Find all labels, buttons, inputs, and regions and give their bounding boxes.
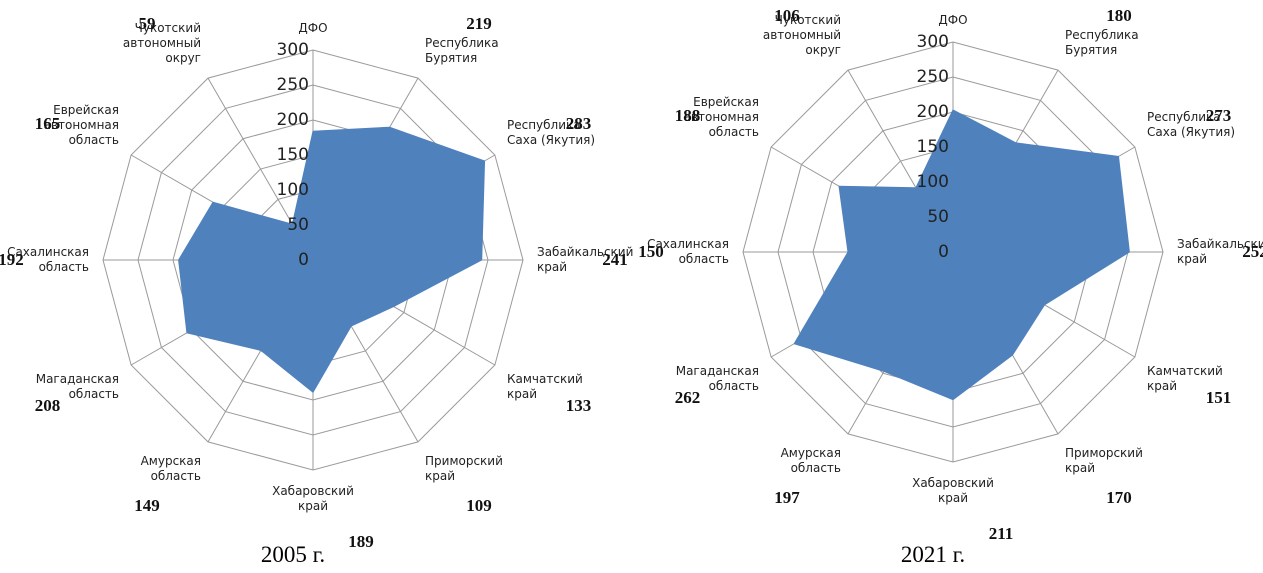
tick-label: 100 [917, 172, 949, 192]
tick-label: 300 [917, 32, 949, 52]
value-label: 149 [134, 495, 160, 515]
category-label: Камчатский край [1146, 364, 1223, 393]
value-label: 180 [1106, 6, 1132, 26]
value-label: 211 [988, 524, 1014, 543]
value-label: 262 [674, 388, 701, 407]
category-label: Сахалинская область [647, 237, 729, 266]
category-label: Республика Бурятия [1065, 28, 1139, 57]
chart-title: 2005 г. [260, 542, 326, 567]
tick-label: 200 [277, 110, 309, 130]
value-label: 273 [1205, 106, 1232, 125]
value-label: 219 [466, 14, 492, 34]
category-label: Приморский край [1065, 445, 1143, 475]
category-label: Республика Бурятия [425, 36, 499, 65]
category-label: Еврейская автономная область [43, 103, 119, 147]
tick-label: 0 [938, 242, 949, 262]
value-label: 59 [138, 14, 156, 34]
category-label: Забайкальский край [1177, 237, 1263, 266]
tick-label: 200 [917, 102, 949, 122]
tick-label: 50 [927, 207, 949, 227]
category-label: Сахалинская область [7, 245, 89, 274]
category-label: Республика Саха (Якутия) [1146, 110, 1236, 139]
value-label: 189 [348, 532, 374, 551]
value-label: 170 [1106, 487, 1132, 507]
category-label: Магаданская область [675, 364, 759, 393]
tick-label: 150 [277, 145, 309, 165]
value-label: 241 [602, 250, 628, 269]
category-label: Еврейская автономная область [683, 95, 759, 139]
value-label: 133 [565, 396, 592, 415]
category-label: Республика Саха (Якутия) [506, 118, 596, 147]
value-label: 109 [466, 495, 492, 515]
category-label: Чукотский автономный округ [122, 21, 201, 65]
radar-area [793, 109, 1130, 401]
radar-area [178, 126, 486, 394]
value-label: 106 [774, 6, 800, 26]
value-label: 283 [565, 114, 592, 133]
tick-label: 250 [917, 67, 949, 87]
tick-label: 100 [277, 180, 309, 200]
tick-label: 0 [298, 250, 309, 270]
tick-label: 50 [287, 215, 309, 235]
category-label: Приморский край [425, 453, 503, 483]
category-label: Магаданская область [35, 372, 119, 401]
value-label: 208 [34, 396, 61, 415]
tick-label: 300 [277, 40, 309, 60]
category-label: Хабаровский край [912, 476, 994, 505]
value-label: 150 [638, 242, 664, 261]
value-label: 252 [1242, 242, 1263, 261]
tick-label: 150 [917, 137, 949, 157]
category-label: ДФО [938, 13, 968, 27]
value-label: 197 [774, 487, 800, 507]
category-label: ДФО [298, 21, 328, 35]
value-label: 188 [674, 106, 701, 125]
category-label: Амурская область [780, 445, 841, 475]
value-label: 151 [1205, 388, 1232, 407]
category-label: Чукотский автономный округ [762, 13, 841, 57]
category-label: Забайкальский край [537, 245, 634, 274]
value-label: 165 [34, 114, 61, 133]
category-label: Амурская область [140, 453, 201, 483]
category-label: Камчатский край [506, 372, 583, 401]
category-label: Хабаровский край [272, 484, 354, 513]
chart-title: 2021 г. [900, 542, 966, 567]
tick-label: 250 [277, 75, 309, 95]
value-label: 192 [0, 250, 24, 269]
